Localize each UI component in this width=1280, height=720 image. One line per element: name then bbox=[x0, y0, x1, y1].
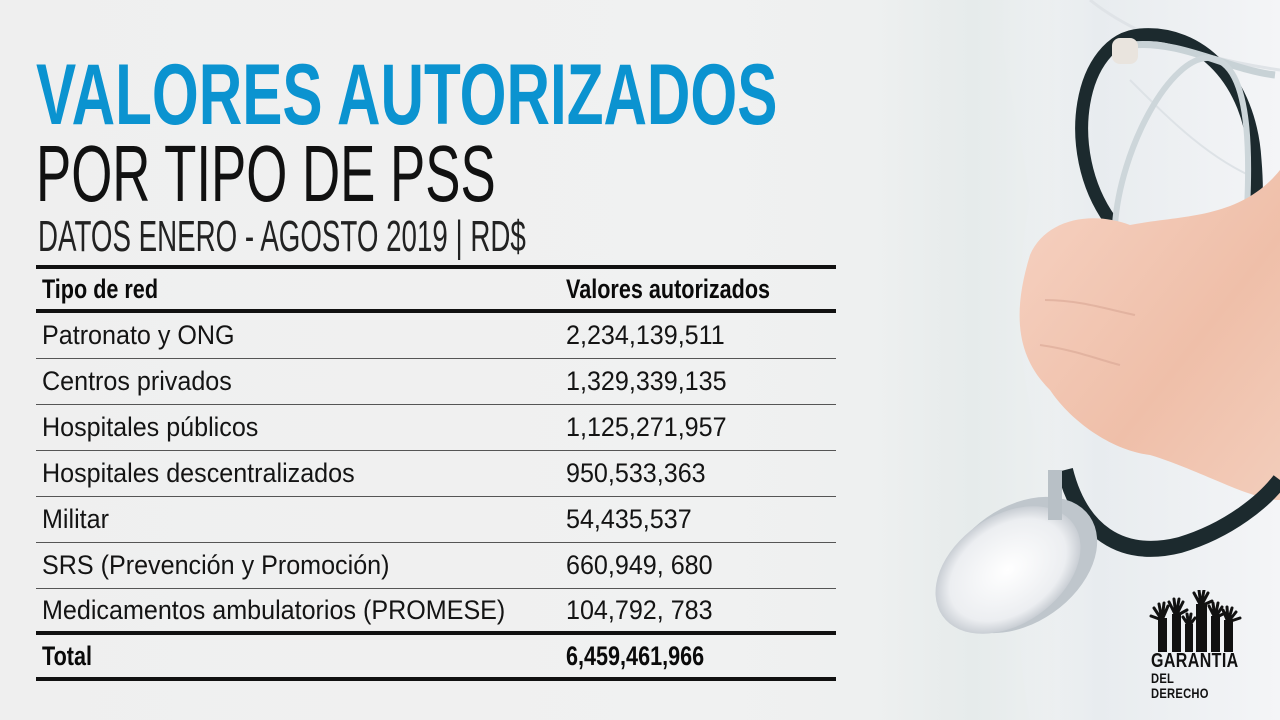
page-title: VALORES AUTORIZADOS bbox=[36, 47, 778, 143]
row-valor: 104,792, 783 bbox=[566, 594, 713, 625]
row-valor: 1,329,339,135 bbox=[566, 366, 727, 396]
logo-line1: GARANTIA bbox=[1151, 650, 1239, 672]
row-tipo: Hospitales públicos bbox=[42, 412, 259, 442]
total-label: Total bbox=[42, 640, 92, 671]
raised-hands-icon bbox=[1148, 588, 1248, 690]
garantia-del-derecho-logo: GARANTIA DEL DERECHO bbox=[1151, 651, 1251, 701]
row-valor: 660,949, 680 bbox=[566, 550, 713, 580]
table-row: Hospitales públicos 1,125,271,957 bbox=[36, 405, 836, 451]
row-tipo: Medicamentos ambulatorios (PROMESE) bbox=[42, 594, 506, 625]
values-table: Tipo de red Valores autorizados Patronat… bbox=[36, 265, 836, 681]
table-row: Hospitales descentralizados 950,533,363 bbox=[36, 451, 836, 497]
total-value: 6,459,461,966 bbox=[566, 640, 705, 671]
row-valor: 950,533,363 bbox=[566, 458, 706, 488]
table-row: Centros privados 1,329,339,135 bbox=[36, 359, 836, 405]
row-valor: 54,435,537 bbox=[566, 504, 692, 534]
page-title-secondary: POR TIPO DE PSS bbox=[36, 129, 496, 218]
row-tipo: Centros privados bbox=[42, 366, 232, 396]
row-tipo: Militar bbox=[42, 504, 109, 534]
row-tipo: Hospitales descentralizados bbox=[42, 458, 355, 488]
logo-line2: DEL DERECHO bbox=[1151, 670, 1209, 701]
table-header-row: Tipo de red Valores autorizados bbox=[36, 265, 836, 313]
table-row: Medicamentos ambulatorios (PROMESE) 104,… bbox=[36, 589, 836, 635]
table-row: Patronato y ONG 2,234,139,511 bbox=[36, 313, 836, 359]
row-tipo: SRS (Prevención y Promoción) bbox=[42, 550, 390, 580]
row-tipo: Patronato y ONG bbox=[42, 320, 235, 350]
row-valor: 1,125,271,957 bbox=[566, 412, 727, 442]
column-header-valores: Valores autorizados bbox=[566, 273, 771, 304]
column-header-tipo: Tipo de red bbox=[42, 273, 159, 304]
page-subtitle: DATOS ENERO - AGOSTO 2019 | RD$ bbox=[38, 212, 526, 261]
table-row: Militar 54,435,537 bbox=[36, 497, 836, 543]
table-row: SRS (Prevención y Promoción) 660,949, 68… bbox=[36, 543, 836, 589]
row-valor: 2,234,139,511 bbox=[566, 320, 725, 350]
table-total-row: Total 6,459,461,966 bbox=[36, 635, 836, 681]
stethoscope-photo bbox=[880, 0, 1280, 720]
